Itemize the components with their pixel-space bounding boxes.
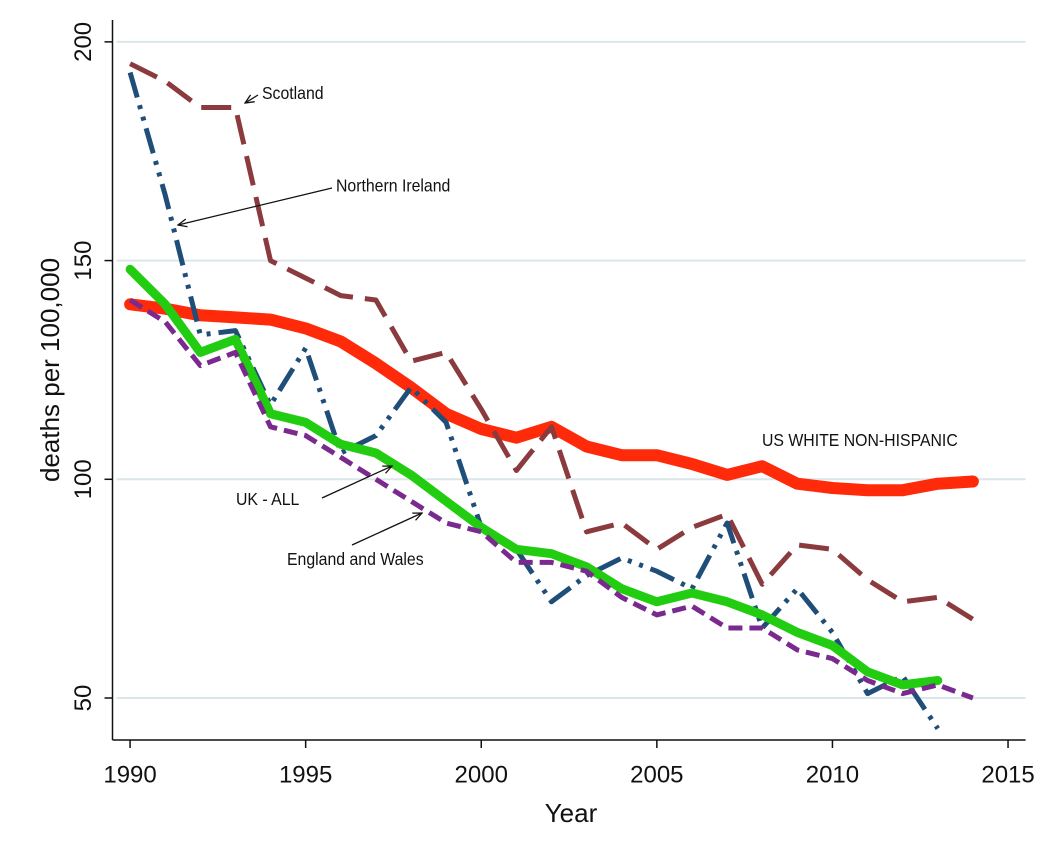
y-tick-label: 150 — [70, 241, 97, 281]
y-tick-label: 200 — [70, 22, 97, 62]
x-tick-label: 2010 — [806, 761, 859, 788]
series-line — [128, 61, 975, 622]
x-tick-label: 1995 — [279, 761, 332, 788]
y-axis-label: deaths per 100,000 — [35, 258, 65, 482]
y-tick-label: 50 — [70, 685, 97, 712]
series-label: England and Wales — [287, 549, 424, 569]
annotation-arrow — [245, 94, 259, 103]
series-line — [127, 71, 940, 730]
x-tick-label: 2005 — [630, 761, 683, 788]
x-tick-label: 1990 — [103, 761, 156, 788]
y-tick-label: 100 — [70, 459, 97, 499]
annotation-arrow — [178, 187, 333, 225]
x-tick-label: 2015 — [981, 761, 1034, 788]
annotation-arrow — [351, 513, 422, 546]
series-line — [125, 264, 943, 690]
series-label: Northern Ireland — [336, 176, 450, 196]
series-label: Scotland — [262, 83, 324, 103]
series-label: UK - ALL — [236, 489, 299, 509]
x-axis-label: Year — [545, 798, 598, 828]
series-line — [128, 297, 974, 701]
series-label: US WHITE NON-HISPANIC — [762, 430, 958, 450]
x-tick-label: 2000 — [455, 761, 508, 788]
annotation-arrow — [321, 466, 392, 499]
